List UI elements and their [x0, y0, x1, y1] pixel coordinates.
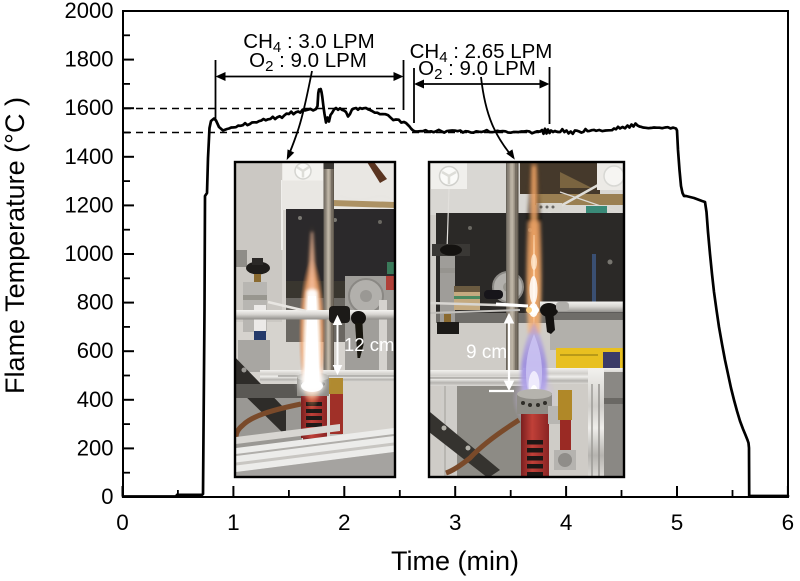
- svg-text:1: 1: [227, 510, 240, 535]
- svg-text:Flame Temperature (°C ): Flame Temperature (°C ): [0, 97, 30, 394]
- svg-text:200: 200: [77, 435, 114, 460]
- svg-text:2000: 2000: [65, 0, 114, 23]
- svg-text:800: 800: [77, 290, 114, 315]
- svg-text:4: 4: [560, 510, 573, 535]
- svg-text:9 cm: 9 cm: [466, 342, 507, 363]
- svg-text:1800: 1800: [65, 47, 114, 72]
- svg-text:400: 400: [77, 387, 114, 412]
- svg-text:3: 3: [449, 510, 462, 535]
- svg-text:0: 0: [116, 510, 129, 535]
- svg-text:CH4 : 3.0 LPM: CH4 : 3.0 LPM: [243, 30, 374, 56]
- svg-text:CH4 : 2.65 LPM: CH4 : 2.65 LPM: [410, 40, 553, 66]
- svg-text:1200: 1200: [65, 192, 114, 217]
- svg-text:6: 6: [782, 510, 795, 535]
- svg-text:5: 5: [671, 510, 684, 535]
- svg-text:1400: 1400: [65, 144, 114, 169]
- svg-text:12 cm: 12 cm: [344, 334, 394, 355]
- svg-text:Time (min): Time (min): [391, 546, 519, 576]
- svg-text:1600: 1600: [65, 95, 114, 120]
- svg-text:2: 2: [338, 510, 351, 535]
- svg-text:1000: 1000: [65, 241, 114, 266]
- svg-text:0: 0: [101, 484, 113, 509]
- svg-text:600: 600: [77, 338, 114, 363]
